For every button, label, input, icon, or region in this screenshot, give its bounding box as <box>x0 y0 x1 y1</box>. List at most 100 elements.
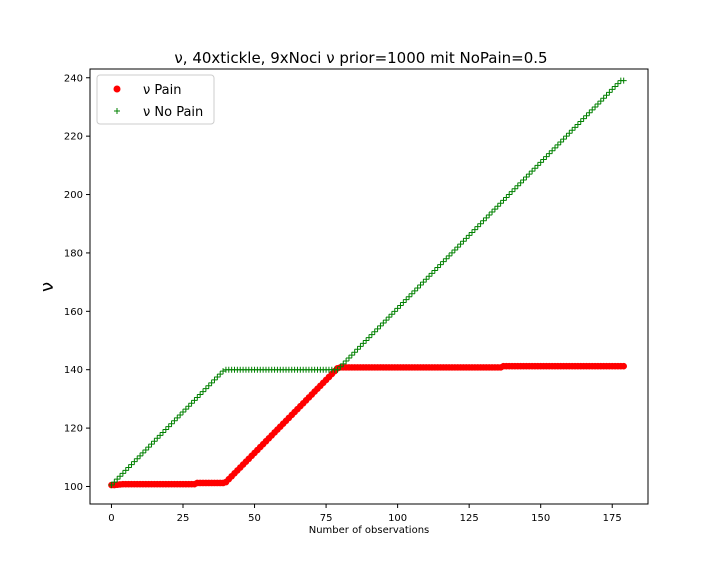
no-pain-point <box>414 284 421 291</box>
no-pain-point <box>603 92 610 99</box>
no-pain-point <box>211 376 218 383</box>
no-pain-point <box>142 446 149 453</box>
no-pain-point <box>540 156 547 163</box>
no-pain-point <box>463 235 470 242</box>
no-pain-point <box>337 363 344 370</box>
no-pain-point <box>457 241 464 248</box>
y-tick-label: 120 <box>64 424 83 435</box>
no-pain-point <box>366 334 372 341</box>
no-pain-point <box>531 165 538 172</box>
no-pain-point <box>194 394 201 401</box>
no-pain-point <box>511 185 518 192</box>
no-pain-point <box>174 414 181 421</box>
no-pain-point <box>371 328 378 335</box>
no-pain-point <box>403 296 410 303</box>
no-pain-point <box>345 355 352 362</box>
no-pain-point <box>543 153 550 160</box>
x-tick-label: 75 <box>320 513 333 524</box>
no-pain-point <box>577 118 584 125</box>
no-pain-point <box>360 340 367 347</box>
no-pain-point <box>517 179 524 186</box>
y-tick-label: 180 <box>64 248 83 259</box>
no-pain-point <box>503 194 510 201</box>
no-pain-point <box>423 276 430 283</box>
legend: ν Pain ν No Pain <box>96 74 215 125</box>
no-pain-point <box>580 115 587 122</box>
x-axis: 0 25 50 75 100 125 150 175 <box>108 504 622 524</box>
no-pain-point <box>122 467 129 474</box>
no-pain-point <box>491 206 498 213</box>
legend-pain-dot <box>113 85 121 93</box>
no-pain-point <box>334 366 341 373</box>
no-pain-point <box>446 252 453 259</box>
no-pain-point <box>589 106 596 113</box>
y-axis-label: ν <box>37 282 58 292</box>
no-pain-point <box>159 429 166 436</box>
no-pain-point <box>489 209 496 216</box>
no-pain-point <box>440 258 447 265</box>
no-pain-point <box>563 133 570 140</box>
no-pain-point <box>557 138 564 145</box>
no-pain-point <box>448 249 455 256</box>
no-pain-point <box>351 349 358 356</box>
y-tick-label: 200 <box>64 190 83 201</box>
legend-no-pain-marker <box>114 108 120 114</box>
plot-area <box>90 69 648 504</box>
no-pain-point <box>340 360 347 367</box>
no-pain-series <box>108 77 627 489</box>
no-pain-point <box>529 168 536 175</box>
no-pain-point <box>217 371 224 378</box>
no-pain-point <box>406 293 413 300</box>
no-pain-point <box>168 420 175 427</box>
no-pain-point <box>400 299 407 306</box>
no-pain-point <box>592 103 599 110</box>
no-pain-point <box>386 314 393 321</box>
no-pain-point <box>162 426 169 433</box>
no-pain-point <box>354 346 361 353</box>
no-pain-point <box>483 214 490 221</box>
no-pain-point <box>506 191 513 198</box>
no-pain-point <box>466 232 473 239</box>
legend-no-pain-plus <box>114 108 120 114</box>
no-pain-point <box>431 267 438 274</box>
no-pain-point <box>612 83 619 90</box>
no-pain-point <box>151 438 158 445</box>
no-pain-point <box>554 141 561 148</box>
no-pain-point <box>374 325 381 332</box>
no-pain-point <box>497 200 504 207</box>
no-pain-point <box>451 247 458 254</box>
no-pain-point <box>597 98 604 105</box>
no-pain-point <box>357 343 364 350</box>
no-pain-point <box>560 136 567 143</box>
no-pain-point <box>480 217 487 224</box>
no-pain-point <box>377 322 384 329</box>
pain-point <box>620 362 627 370</box>
no-pain-point <box>574 121 581 128</box>
no-pain-point <box>165 423 172 430</box>
no-pain-point <box>157 432 164 439</box>
no-pain-point <box>586 109 593 116</box>
no-pain-point <box>363 337 370 344</box>
no-pain-point <box>145 444 152 451</box>
y-axis: 100 120 140 160 180 200 220 240 <box>64 73 90 493</box>
no-pain-point <box>520 176 527 183</box>
no-pain-point <box>125 464 132 471</box>
no-pain-point <box>569 127 576 134</box>
no-pain-point <box>523 174 530 181</box>
no-pain-point <box>408 290 415 297</box>
no-pain-point <box>148 441 155 448</box>
no-pain-point <box>397 302 404 309</box>
y-tick-label: 160 <box>64 307 83 318</box>
no-pain-point <box>343 357 350 364</box>
no-pain-point <box>348 352 355 359</box>
no-pain-point <box>208 379 215 386</box>
no-pain-point <box>437 261 444 268</box>
y-tick-label: 140 <box>64 365 83 376</box>
no-pain-point <box>131 458 138 465</box>
no-pain-point <box>426 273 433 280</box>
no-pain-point <box>534 162 541 169</box>
x-tick-label: 175 <box>603 513 622 524</box>
no-pain-point <box>494 203 501 210</box>
no-pain-point <box>380 319 387 326</box>
